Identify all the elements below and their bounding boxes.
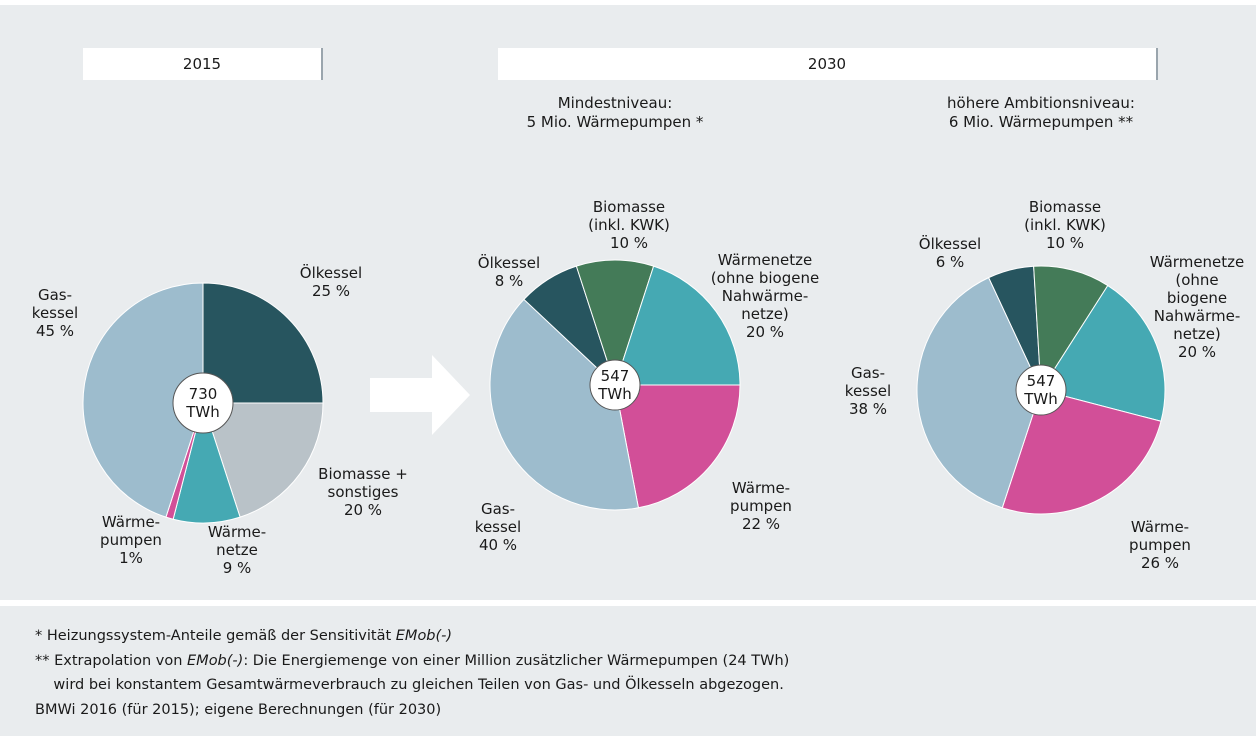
pie-slice (1040, 284, 1166, 422)
value-label: 10 % (1045, 234, 1085, 252)
category-name: Ölkessel (299, 264, 363, 282)
slice-label: Wärme- pumpen 22 % (730, 479, 792, 533)
slice-label: Biomasse (inkl. KWK) 10 % (1024, 198, 1106, 252)
footnote-text: : Die Energiemenge von einer Million zus… (243, 653, 790, 669)
pie-slice (202, 402, 324, 518)
category-name: Gas- kessel (844, 364, 892, 400)
center-circle (589, 359, 641, 411)
value-label: 1% (119, 549, 143, 567)
top-stripe (0, 0, 1256, 5)
category-name: Biomasse (inkl. KWK) (1024, 198, 1106, 234)
value-label: 25 % (311, 282, 351, 300)
category-name: Wärmenetze (ohne biogene Nahwärme- netze… (1149, 253, 1245, 343)
slice-label: Wärme- pumpen 1% (100, 513, 162, 567)
slice-label: Ölkessel 6 % (919, 235, 981, 271)
slice-label: Wärmenetze (ohne biogene Nahwärme- netze… (711, 251, 819, 341)
footnote-text: wird bei konstantem Gesamtwärmeverbrauch… (35, 677, 784, 693)
value-label: 6 % (935, 253, 965, 271)
category-name: Gas- kessel (31, 286, 79, 322)
footnote-text: * Heizungssystem-Anteile gemäß der Sensi… (35, 628, 396, 644)
pie-slice (614, 265, 741, 386)
value-label: 10 % (609, 234, 649, 252)
slice-label: Ölkessel 25 % (300, 264, 362, 300)
pie-slice (575, 259, 655, 387)
pie-slice (1001, 389, 1162, 515)
value-label: 38 % (848, 400, 888, 418)
slice-label: Biomasse + sonstiges 20 % (318, 465, 408, 519)
slice-label: Wärme- pumpen 26 % (1129, 518, 1191, 572)
slice-label: Ölkessel 8 % (478, 254, 540, 290)
pie-slice (614, 384, 741, 509)
pie-slice (1033, 265, 1109, 392)
category-name: Wärme- pumpen (730, 479, 792, 515)
slice-label: Biomasse (inkl. KWK) 10 % (588, 198, 670, 252)
center-label: 547 TWh (1024, 372, 1058, 408)
center-label: 730 TWh (186, 385, 220, 421)
footnote-text: BMWi 2016 (für 2015); eigene Berechnunge… (35, 702, 442, 718)
center-label: 547 TWh (598, 367, 632, 403)
value-label: 8 % (494, 272, 524, 290)
subtitle: Mindestniveau: 5 Mio. Wärmepumpen * (526, 94, 704, 131)
value-label: 20 % (343, 501, 383, 519)
value-label: 20 % (1177, 343, 1217, 361)
divider (0, 600, 1256, 606)
category-name: Wärme- pumpen (100, 513, 162, 549)
footnote-italic: EMob(-) (187, 653, 244, 669)
arrow (370, 355, 470, 435)
subtitle: höhere Ambitionsniveau: 6 Mio. Wärmepump… (947, 94, 1135, 131)
slice-label: Gas- kessel 40 % (475, 500, 521, 554)
pie-slice (489, 298, 640, 511)
value-label: 20 % (745, 323, 785, 341)
category-name: Biomasse (inkl. KWK) (588, 198, 670, 234)
category-name: Biomasse + sonstiges (318, 465, 408, 501)
year-box: 2015 (83, 48, 323, 80)
center-circle (1015, 364, 1067, 416)
slice-label: Wärme- netze 9 % (208, 523, 266, 577)
category-name: Wärme- netze (207, 523, 267, 559)
category-name: Wärmenetze (ohne biogene Nahwärme- netze… (710, 251, 820, 323)
pie-slice (916, 276, 1042, 509)
footnote: wird bei konstantem Gesamtwärmeverbrauch… (35, 677, 784, 693)
footnote: BMWi 2016 (für 2015); eigene Berechnunge… (35, 702, 441, 718)
pie-slice (82, 282, 204, 518)
footnote-italic: EMob(-) (395, 628, 453, 644)
pie-slice (202, 282, 324, 404)
value-label: 40 % (478, 536, 518, 554)
value-label: 45 % (35, 322, 75, 340)
year-box: 2030 (498, 48, 1158, 80)
footnote: * Heizungssystem-Anteile gemäß der Sensi… (35, 628, 452, 644)
category-name: Gas- kessel (474, 500, 522, 536)
category-name: Ölkessel (477, 254, 541, 272)
category-name: Wärme- pumpen (1129, 518, 1191, 554)
value-label: 22 % (741, 515, 781, 533)
value-label: 9 % (222, 559, 252, 577)
slice-label: Gas- kessel 45 % (32, 286, 78, 340)
center-circle (172, 372, 234, 434)
category-name: Ölkessel (918, 235, 982, 253)
value-label: 26 % (1140, 554, 1180, 572)
footnote: ** Extrapolation von EMob(-): Die Energi… (35, 653, 789, 669)
slice-label: Gas- kessel 38 % (845, 364, 891, 418)
footnote-text: ** Extrapolation von (35, 653, 188, 669)
slice-label: Wärmenetze (ohne biogene Nahwärme- netze… (1150, 253, 1245, 361)
